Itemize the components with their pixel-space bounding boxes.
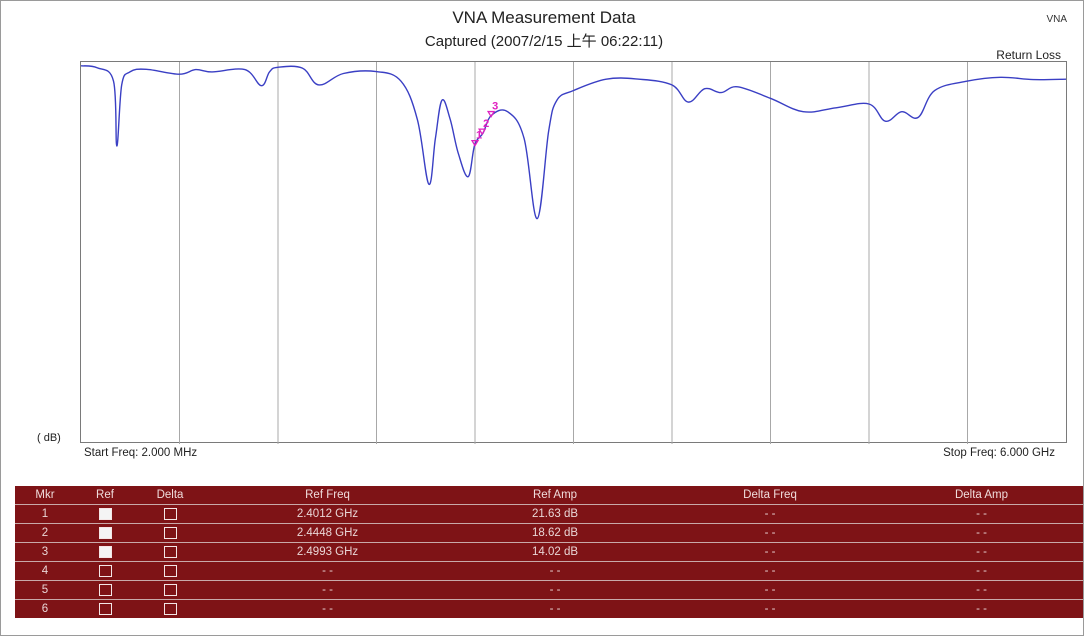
delta-checkbox[interactable] [163, 545, 177, 558]
delta-amp-cell: - - [880, 523, 1083, 543]
ref-amp-cell: - - [450, 561, 660, 581]
delta-freq-cell: - - [660, 580, 880, 600]
table-row[interactable]: 5- -- -- -- - [15, 580, 1083, 600]
marker-number: 1 [15, 504, 75, 524]
marker-number: 6 [41, 603, 49, 615]
marker-2-symbol[interactable] [478, 128, 487, 136]
ref-checkbox[interactable] [98, 564, 112, 577]
page-title: VNA Measurement Data [452, 8, 636, 27]
ref-amp-cell: 14.02 dB [450, 542, 660, 562]
ref-freq-cell: 2.4012 GHz [205, 504, 450, 524]
header-delta-freq: Delta Freq [660, 486, 880, 505]
ref-amp-cell: - - [450, 580, 660, 600]
trace-label: Return Loss [996, 48, 1061, 62]
delta-checkbox-cell [135, 542, 205, 562]
ref-checkbox[interactable] [98, 526, 112, 539]
ref-freq-cell: 2.4993 GHz [205, 542, 450, 562]
ref-freq-cell: - - [205, 580, 450, 600]
ref-checkbox-cell [75, 600, 135, 619]
ref-amp-cell: 18.62 dB [450, 523, 660, 543]
ref-checkbox-cell [75, 542, 135, 562]
header-delta-amp: Delta Amp [880, 486, 1083, 505]
ref-checkbox-cell [75, 504, 135, 524]
delta-checkbox[interactable] [163, 602, 177, 615]
ref-checkbox[interactable] [98, 507, 112, 520]
delta-checkbox-cell [135, 504, 205, 524]
vna-tag: VNA [1046, 14, 1067, 25]
delta-freq-cell: - - [764, 603, 776, 615]
marker-table: Mkr Ref Delta Ref Freq Ref Amp Delta Fre… [15, 486, 1083, 618]
delta-amp-cell: - - [880, 504, 1083, 524]
return-loss-trace [81, 65, 1067, 220]
header-ref: Ref [75, 486, 135, 505]
header-delta: Delta [135, 486, 205, 505]
delta-checkbox[interactable] [163, 526, 177, 539]
ref-checkbox[interactable] [98, 583, 112, 596]
table-row[interactable]: 2 2.4448 GHz 18.62 dB - -- - [15, 523, 1083, 543]
return-loss-chart: 123 [81, 62, 1067, 444]
delta-freq-cell: - - [660, 542, 880, 562]
ref-amp-cell: - - [549, 603, 561, 615]
ref-checkbox[interactable] [98, 602, 112, 615]
ref-amp-cell: 21.63 dB [450, 504, 660, 524]
capture-timestamp: Captured (2007/2/15 上午 06:22:11) [424, 33, 664, 50]
table-row[interactable]: 3 2.4993 GHz 14.02 dB - -- - [15, 542, 1083, 562]
delta-freq-cell: - - [660, 561, 880, 581]
header-ref-amp: Ref Amp [450, 486, 660, 505]
ref-checkbox-cell [75, 580, 135, 600]
delta-checkbox[interactable] [163, 564, 177, 577]
marker-3-symbol[interactable] [486, 110, 496, 118]
ref-freq-cell: 2.4448 GHz [205, 523, 450, 543]
marker-number: 3 [15, 542, 75, 562]
stop-freq-label: Stop Freq: 6.000 GHz [943, 447, 1055, 459]
ref-checkbox-cell [75, 523, 135, 543]
header-mkr: Mkr [15, 486, 75, 505]
marker-number: 5 [15, 580, 75, 600]
delta-amp-cell: - - [976, 603, 987, 615]
marker-2-label: 2 [483, 118, 489, 130]
ref-freq-cell: - - [322, 603, 333, 615]
delta-checkbox-cell [135, 561, 205, 581]
marker-1-symbol[interactable] [470, 139, 480, 147]
delta-checkbox[interactable] [163, 507, 177, 520]
marker-number: 4 [15, 561, 75, 581]
table-row[interactable]: 1 2.4012 GHz 21.63 dB - -- - [15, 504, 1083, 524]
ref-checkbox[interactable] [98, 545, 112, 558]
start-freq-label: Start Freq: 2.000 MHz [84, 447, 198, 459]
ref-freq-cell: - - [205, 561, 450, 581]
header-ref-freq: Ref Freq [205, 486, 450, 505]
delta-amp-cell: - - [880, 580, 1083, 600]
marker-3-label: 3 [492, 101, 498, 113]
ref-checkbox-cell [75, 561, 135, 581]
marker-table-header: Mkr Ref Delta Ref Freq Ref Amp Delta Fre… [15, 486, 1083, 505]
table-row[interactable]: 6 - - - - - - - - [15, 600, 1083, 619]
table-row[interactable]: 4- -- -- -- - [15, 561, 1083, 581]
marker-number: 2 [15, 523, 75, 543]
delta-amp-cell: - - [880, 561, 1083, 581]
delta-checkbox-cell [135, 523, 205, 543]
y-unit-label: ( dB) [37, 432, 61, 444]
delta-amp-cell: - - [880, 542, 1083, 562]
delta-checkbox[interactable] [163, 583, 177, 596]
delta-freq-cell: - - [660, 504, 880, 524]
marker-1-label: 1 [476, 130, 482, 142]
delta-checkbox-cell [135, 580, 205, 600]
delta-freq-cell: - - [660, 523, 880, 543]
delta-checkbox-cell [135, 600, 205, 619]
